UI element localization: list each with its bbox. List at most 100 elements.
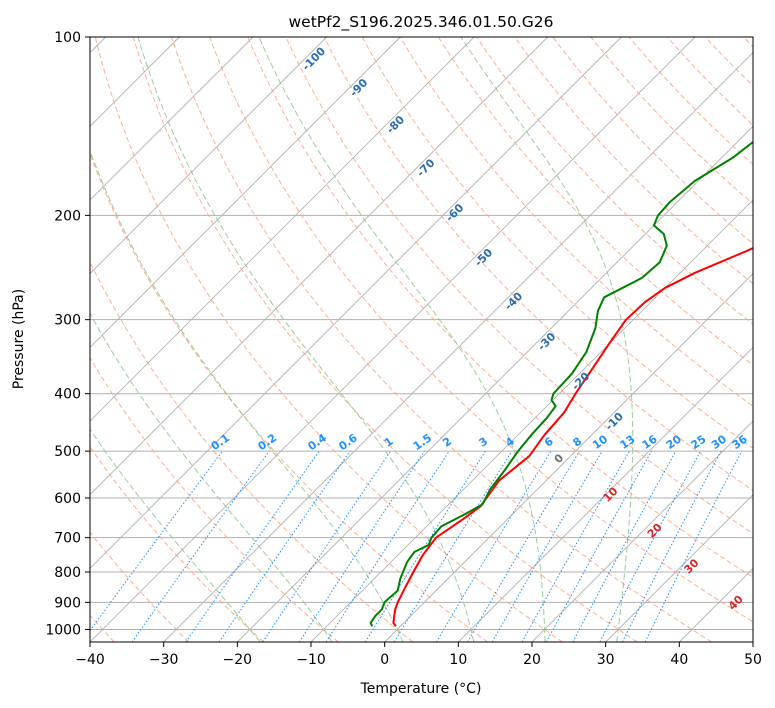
mixing-ratio-label: 0.6 xyxy=(336,431,360,453)
y-axis-label: Pressure (hPa) xyxy=(11,289,27,389)
moist-adiabat xyxy=(258,37,546,642)
mixing-ratio-line xyxy=(521,450,630,642)
dry-adiabat xyxy=(209,37,753,623)
isotherm-line xyxy=(90,37,622,569)
mixing-ratio-label: 10 xyxy=(590,432,610,452)
mixing-ratio-label: 1 xyxy=(382,435,396,450)
isotherm-label: -100 xyxy=(300,44,329,73)
mixing-ratio-label: 1.5 xyxy=(411,431,434,453)
plot-frame xyxy=(89,36,754,643)
mixing-ratio-line xyxy=(185,450,320,642)
x-tick-label: 40 xyxy=(670,652,688,668)
mixing-ratio-label: 3 xyxy=(477,435,491,450)
mixing-ratio-line xyxy=(325,450,450,642)
x-tick-label: −10 xyxy=(296,652,326,668)
mixing-ratio-line xyxy=(262,450,392,642)
mixing-ratio-line xyxy=(218,450,351,642)
y-tick-label: 600 xyxy=(54,491,81,507)
x-axis-label: Temperature (°C) xyxy=(360,681,482,697)
isotherm-line xyxy=(90,37,475,422)
dry-adiabat xyxy=(476,37,753,325)
isotherm-label: 40 xyxy=(726,592,746,612)
y-tick-label: 900 xyxy=(54,595,81,611)
x-tick-label: 0 xyxy=(380,652,389,668)
isotherm-line xyxy=(90,37,696,642)
line-labels: 0.1 0.2 0.4 0.6 1 1.5 2 3 4 6 8 10 13 16 20 25 30 36-100-… xyxy=(209,44,750,612)
isotherm-label: 10 xyxy=(601,484,621,504)
isotherm-line xyxy=(531,420,753,642)
dry-adiabat xyxy=(132,37,638,642)
isotherm-label: 30 xyxy=(682,556,702,576)
dry-adiabat xyxy=(94,37,563,642)
dry-adiabat xyxy=(590,37,753,205)
dry-adiabat xyxy=(399,37,753,407)
dry-adiabat xyxy=(514,37,753,285)
y-axis: 1000 900 800 700 600 500 400 300 200 100 xyxy=(45,30,90,638)
mixing-ratio-label: 13 xyxy=(617,433,637,452)
moist-adiabat xyxy=(137,37,475,642)
isotherm-line xyxy=(384,273,753,642)
x-tick-label: −20 xyxy=(223,652,253,668)
mixing-ratio-label: 6 xyxy=(542,435,556,450)
moist-adiabat xyxy=(90,149,404,642)
mixing-ratio-line xyxy=(393,450,513,642)
dry-adiabat xyxy=(90,531,190,642)
moist-adiabat xyxy=(90,312,333,642)
isotherm-line xyxy=(90,37,548,496)
mixing-ratio-label: 30 xyxy=(709,432,729,452)
isotherm-label: -60 xyxy=(443,201,466,224)
dry-adiabat xyxy=(90,446,264,642)
dry-adiabat xyxy=(90,152,488,642)
mixing-ratio-line xyxy=(545,450,653,642)
dry-adiabat xyxy=(704,37,753,87)
isotherm-label: -40 xyxy=(502,289,525,312)
x-tick-label: 50 xyxy=(744,652,762,668)
dry-adiabat xyxy=(285,37,753,535)
isotherm-label: -90 xyxy=(347,76,370,99)
moist-adiabat xyxy=(90,428,261,642)
isotherm-line xyxy=(752,641,753,642)
mixing-ratio-line xyxy=(599,450,701,642)
isotherm-line xyxy=(90,37,327,275)
y-tick-label: 400 xyxy=(54,387,81,403)
isotherm-label: -30 xyxy=(535,330,558,353)
y-tick-label: 100 xyxy=(54,30,81,46)
x-tick-label: 10 xyxy=(449,652,467,668)
dry-adiabat xyxy=(90,356,339,642)
mixing-ratio-line xyxy=(572,450,677,642)
plot-background-grid xyxy=(90,37,753,642)
isotherm-label: -70 xyxy=(414,156,437,179)
mixing-ratio-label: 8 xyxy=(571,435,585,450)
isotherm-line xyxy=(90,37,254,201)
isotherm-label: -10 xyxy=(603,410,626,433)
mixing-ratio-line xyxy=(131,450,270,642)
dewpoint-line xyxy=(369,140,753,627)
y-tick-label: 200 xyxy=(54,208,81,224)
y-tick-label: 1000 xyxy=(45,622,81,638)
dry-adiabat xyxy=(552,37,753,245)
mixing-ratio-line xyxy=(298,450,425,642)
x-tick-label: 20 xyxy=(523,652,541,668)
y-tick-label: 700 xyxy=(54,531,81,547)
x-tick-label: −30 xyxy=(149,652,179,668)
isotherm-line xyxy=(679,567,753,642)
x-tick-label: −40 xyxy=(75,652,105,668)
mixing-ratio-label: 25 xyxy=(689,432,709,451)
isotherm-line xyxy=(237,125,753,642)
mixing-ratio-label: 20 xyxy=(664,432,684,452)
moist-adiabat xyxy=(460,37,634,642)
temperature-line xyxy=(392,247,753,627)
dry-adiabat xyxy=(171,37,712,642)
isotherm-line xyxy=(163,52,753,642)
isotherm-label: -50 xyxy=(472,246,495,269)
mixing-ratio-line xyxy=(364,450,486,642)
mixing-ratio-label: 0.1 xyxy=(209,431,232,453)
dry-adiabat xyxy=(323,37,753,491)
mixing-ratio-line xyxy=(644,450,743,642)
isotherm-line xyxy=(90,37,401,348)
isotherm-line xyxy=(605,494,753,642)
chart-title: wetPf2_S196.2025.346.01.50.G26 xyxy=(289,13,554,32)
y-tick-label: 300 xyxy=(54,313,81,329)
isotherm-label: -80 xyxy=(384,113,407,136)
